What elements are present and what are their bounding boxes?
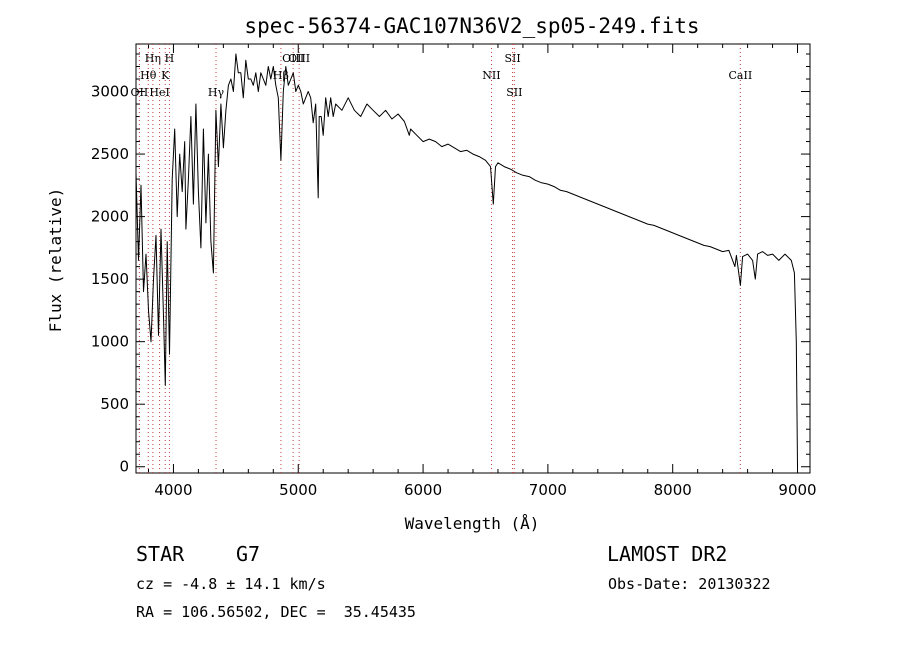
x-tick-label: 8000 [654,481,692,499]
x-tick-label: 5000 [279,481,317,499]
survey-name: LAMOST DR2 [607,542,728,566]
x-tick-label: 4000 [154,481,192,499]
redshift-cz: cz = -4.8 ± 14.1 km/s [136,575,326,593]
object-subclass: G7 [236,542,261,566]
spectrum-series [135,53,798,467]
y-tick-label: 1500 [91,270,129,288]
line-label-hei: HeI [149,86,169,99]
line-label-oiii: OIII [288,52,310,65]
y-tick-label: 3000 [91,83,129,101]
line-label-h: H [165,52,175,65]
y-tick-label: 2500 [91,145,129,163]
line-label-hθ: Hθ [140,69,157,82]
line-label-nii: NII [482,69,500,82]
y-tick-label: 1000 [91,333,129,351]
y-axis-label: Flux (relative) [46,188,65,333]
line-label-k: K [161,69,170,82]
y-tick-label: 0 [119,458,129,476]
line-label-sii: SII [504,52,520,65]
spectrum-line [135,53,798,467]
x-tick-label: 9000 [778,481,816,499]
coordinates: RA = 106.56502, DEC = 35.45435 [136,603,416,621]
line-label-hη: Hη [145,52,161,65]
plot-axes: 4000 5000 6000 7000 8000 9000 0 500 1000 1500 2000… [91,43,817,499]
line-label-hγ: Hγ [208,86,225,99]
line-label-sii: SII [506,86,522,99]
y-tick-label: 2000 [91,208,129,226]
x-tick-label: 7000 [529,481,567,499]
x-tick-label: 6000 [404,481,442,499]
chart-title: spec-56374-GAC107N36V2_sp05-249.fits [244,14,699,38]
plot-frame [135,43,811,474]
line-label-caii: CaII [729,69,753,82]
object-class: STAR [136,542,185,566]
y-tick-label: 500 [100,395,129,413]
line-label-oii: OII [131,86,149,99]
line-label-oiii: OIII [282,52,304,65]
x-axis-label: Wavelength (Å) [405,514,540,533]
observation-date: Obs-Date: 20130322 [608,575,771,593]
